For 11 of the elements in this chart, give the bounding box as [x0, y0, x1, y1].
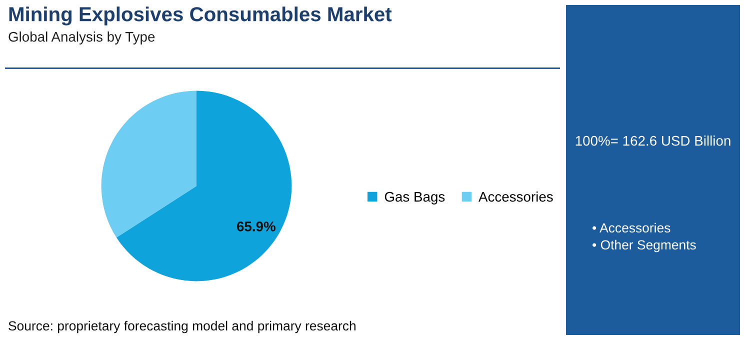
source-note: Source: proprietary forecasting model and primary research — [8, 320, 356, 334]
chart-subtitle: Global Analysis by Type — [8, 32, 155, 44]
text: 100%= 162.6 USD Billion — [576, 136, 730, 146]
pie-slice — [101, 90, 196, 238]
pie-slice — [116, 90, 292, 282]
text: • Accessories — [592, 222, 670, 233]
legend-label: Gas Bags — [384, 192, 445, 204]
text: • Other Segments — [592, 240, 696, 252]
legend-label: Accessories — [478, 192, 553, 202]
chart-title: Mining Explosives Consumables Market — [9, 6, 392, 26]
data-label: 65.9% — [236, 222, 276, 232]
